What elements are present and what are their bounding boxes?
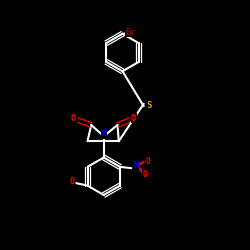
Text: O: O [145, 158, 150, 166]
Text: O⁻: O⁻ [143, 170, 152, 179]
Text: N: N [101, 129, 106, 138]
Text: N: N [134, 161, 139, 170]
Text: S: S [146, 100, 152, 110]
Text: O: O [71, 114, 76, 123]
Text: O: O [131, 114, 136, 123]
Text: Br: Br [126, 28, 136, 37]
Text: O: O [70, 178, 75, 186]
